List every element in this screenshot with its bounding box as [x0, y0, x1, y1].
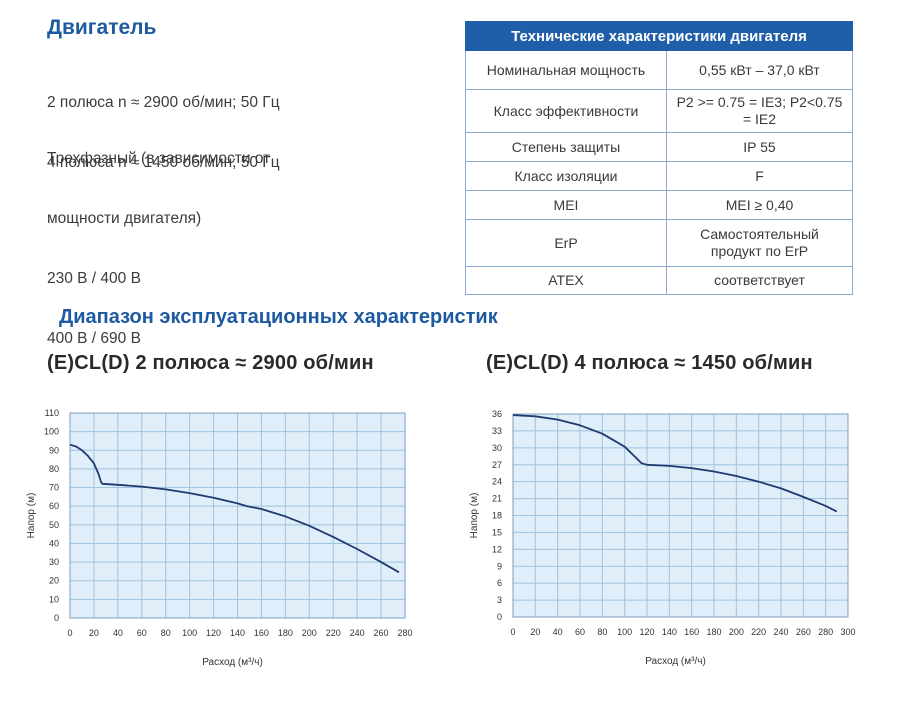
y-tick-label: 50 — [49, 520, 59, 530]
y-axis-label: Напор (м) — [469, 493, 480, 539]
row-label: Класс эффективности — [465, 89, 667, 133]
range-title: Диапазон эксплуатационных характеристик — [59, 306, 498, 328]
y-tick-label: 20 — [49, 576, 59, 586]
x-tick-label: 0 — [510, 627, 515, 637]
y-tick-label: 30 — [49, 557, 59, 567]
x-tick-label: 120 — [639, 627, 654, 637]
chart-title-2-pole: (E)CL(D) 2 полюса ≈ 2900 об/мин — [47, 352, 374, 374]
row-label: ATEX — [465, 266, 667, 295]
phase-block: Трехфазный (в зависимости от мощности дв… — [47, 109, 270, 369]
table-row: ATEX соответствует — [465, 266, 853, 295]
x-tick-label: 100 — [617, 627, 632, 637]
x-tick-label: 200 — [729, 627, 744, 637]
y-tick-label: 12 — [492, 544, 502, 554]
x-tick-label: 260 — [374, 628, 389, 638]
x-tick-label: 180 — [278, 628, 293, 638]
x-tick-label: 280 — [397, 628, 412, 638]
row-value: соответствует — [666, 266, 853, 295]
y-tick-label: 9 — [497, 561, 502, 571]
plot-frame — [512, 413, 849, 618]
motor-title: Двигатель — [47, 16, 157, 39]
performance-curve — [512, 414, 838, 513]
x-axis-label: Расход (м³/ч) — [645, 656, 706, 667]
y-tick-label: 80 — [49, 464, 59, 474]
row-label: ErP — [465, 219, 667, 267]
x-tick-label: 180 — [706, 627, 721, 637]
x-axis-label: Расход (м³/ч) — [202, 657, 263, 668]
x-tick-label: 40 — [553, 627, 563, 637]
row-value: P2 >= 0.75 = IE3; P2<0.75 = IE2 — [666, 89, 853, 133]
x-tick-label: 220 — [751, 627, 766, 637]
x-tick-label: 120 — [206, 628, 221, 638]
y-tick-label: 3 — [497, 595, 502, 605]
x-tick-label: 100 — [182, 628, 197, 638]
y-tick-label: 36 — [492, 409, 502, 419]
x-tick-label: 140 — [662, 627, 677, 637]
poles-block: 2 полюса n ≈ 2900 об/мин; 50 Гц 4 полюса… — [47, 53, 280, 193]
y-tick-label: 10 — [49, 594, 59, 604]
x-tick-label: 240 — [773, 627, 788, 637]
y-tick-label: 24 — [492, 477, 502, 487]
x-tick-label: 0 — [67, 628, 72, 638]
plot-frame — [69, 412, 406, 619]
chart-title-4-pole: (E)CL(D) 4 полюса ≈ 1450 об/мин — [486, 352, 813, 374]
y-tick-label: 21 — [492, 494, 502, 504]
x-tick-label: 200 — [302, 628, 317, 638]
x-tick-label: 260 — [796, 627, 811, 637]
x-tick-label: 60 — [137, 628, 147, 638]
y-tick-label: 90 — [49, 445, 59, 455]
x-tick-label: 160 — [684, 627, 699, 637]
table-row: Класс изоляции F — [465, 161, 853, 191]
x-tick-label: 80 — [597, 627, 607, 637]
y-tick-label: 27 — [492, 460, 502, 470]
y-tick-label: 40 — [49, 538, 59, 548]
row-value: 0,55 кВт – 37,0 кВт — [666, 50, 853, 90]
row-label: Номинальная мощность — [465, 50, 667, 90]
x-tick-label: 20 — [89, 628, 99, 638]
table-row: ErP Самостоятельный продукт по ErP — [465, 219, 853, 267]
y-tick-label: 60 — [49, 501, 59, 511]
x-tick-label: 40 — [113, 628, 123, 638]
performance-curve — [69, 443, 400, 574]
x-tick-label: 140 — [230, 628, 245, 638]
y-tick-label: 0 — [54, 613, 59, 623]
y-tick-label: 30 — [492, 443, 502, 453]
x-tick-label: 280 — [818, 627, 833, 637]
y-tick-label: 18 — [492, 511, 502, 521]
row-value: F — [666, 161, 853, 191]
x-tick-label: 80 — [161, 628, 171, 638]
phase-line: мощности двигателя) — [47, 210, 202, 227]
phase-line: Трехфазный (в зависимости от — [47, 150, 271, 167]
y-tick-label: 6 — [497, 578, 502, 588]
row-value: Самостоятельный продукт по ErP — [666, 219, 853, 267]
spec-table: Технические характеристики двигателя Ном… — [465, 21, 853, 295]
y-axis-label: Напор (м) — [26, 493, 37, 539]
y-tick-label: 100 — [44, 427, 59, 437]
poles-line: 4 полюса n ≈ 1450 об/мин; 50 Гц — [47, 154, 280, 171]
x-tick-label: 300 — [840, 627, 855, 637]
y-tick-label: 0 — [497, 612, 502, 622]
x-tick-label: 20 — [530, 627, 540, 637]
table-row: Номинальная мощность 0,55 кВт – 37,0 кВт — [465, 50, 853, 90]
voltage-line: 400 В / 690 В — [47, 330, 141, 347]
x-tick-label: 60 — [575, 627, 585, 637]
y-tick-label: 70 — [49, 483, 59, 493]
y-tick-label: 33 — [492, 426, 502, 436]
x-tick-label: 240 — [350, 628, 365, 638]
x-tick-label: 160 — [254, 628, 269, 638]
table-row: Класс эффективности P2 >= 0.75 = IE3; P2… — [465, 89, 853, 133]
voltage-line: 230 В / 400 В — [47, 270, 141, 287]
x-tick-label: 220 — [326, 628, 341, 638]
spec-table-title: Технические характеристики двигателя — [465, 21, 853, 51]
row-value: IP 55 — [666, 132, 853, 162]
poles-line: 2 полюса n ≈ 2900 об/мин; 50 Гц — [47, 94, 280, 111]
y-tick-label: 15 — [492, 527, 502, 537]
row-label: MEI — [465, 190, 667, 220]
y-tick-label: 110 — [45, 408, 59, 418]
